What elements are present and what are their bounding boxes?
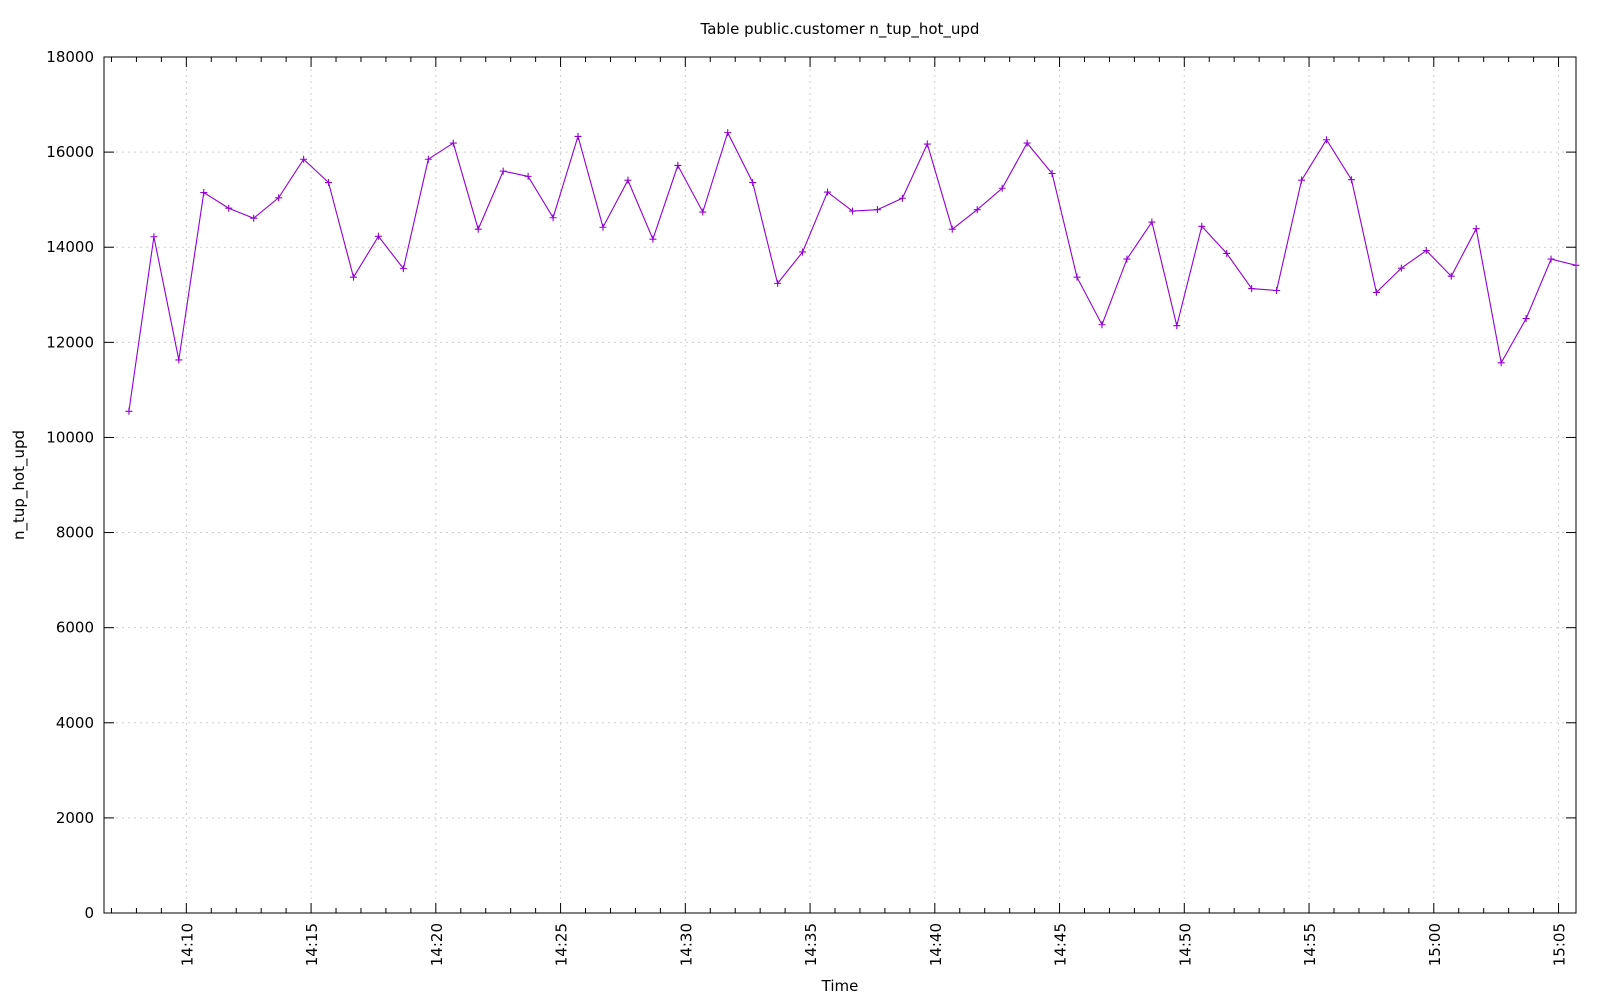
data-point: [649, 235, 657, 243]
data-point: [848, 207, 856, 215]
x-axis: 14:10 14:15 14:20 14:25 14:30 14:35 14:40 14:45…: [110, 57, 1569, 966]
series-plot: [125, 129, 1580, 415]
data-point: [1273, 286, 1281, 294]
data-point: [1497, 359, 1505, 367]
y-tick-label: 12000: [46, 333, 94, 351]
data-point: [275, 194, 283, 202]
data-point: [549, 214, 557, 222]
data-point: [1522, 315, 1530, 323]
chart-title: Table public.customer n_tup_hot_upd: [700, 20, 980, 39]
data-point: [948, 225, 956, 233]
data-point: [799, 248, 807, 256]
data-point: [898, 194, 906, 202]
y-axis: 0 2000 4000 6000 8000 10000 12000 14000 16000 180…: [46, 48, 1576, 922]
data-point: [574, 132, 582, 140]
data-point: [374, 232, 382, 240]
data-point: [873, 206, 881, 214]
x-axis-label: Time: [821, 977, 859, 995]
data-point: [200, 189, 208, 197]
data-point: [1173, 322, 1181, 330]
data-point: [774, 279, 782, 287]
data-point: [1023, 139, 1031, 147]
y-tick-label: 0: [84, 904, 94, 922]
data-point: [175, 356, 183, 364]
data-point: [1123, 255, 1131, 263]
x-tick-label: 14:35: [802, 923, 820, 966]
data-point: [399, 265, 407, 273]
y-tick-label: 10000: [46, 428, 94, 446]
y-tick-label: 2000: [56, 809, 94, 827]
data-point: [749, 179, 757, 187]
y-tick-label: 16000: [46, 143, 94, 161]
x-tick-label: 14:40: [927, 923, 945, 966]
x-tick-label: 14:50: [1176, 923, 1194, 966]
x-tick-label: 14:55: [1301, 923, 1319, 966]
data-point: [724, 129, 732, 137]
y-axis-label: n_tup_hot_upd: [10, 430, 29, 540]
data-point: [474, 225, 482, 233]
data-point: [1572, 261, 1580, 269]
data-point: [1073, 273, 1081, 281]
x-tick-label: 14:45: [1052, 923, 1070, 966]
x-tick-label: 14:10: [178, 923, 196, 966]
grid: [104, 57, 1576, 913]
data-point: [624, 176, 632, 184]
x-tick-label: 14:20: [428, 923, 446, 966]
data-point: [1298, 176, 1306, 184]
data-point: [250, 214, 258, 222]
data-point: [1198, 222, 1206, 230]
data-point: [349, 273, 357, 281]
data-point: [1148, 218, 1156, 226]
x-tick-label: 14:15: [303, 923, 321, 966]
y-tick-label: 14000: [46, 238, 94, 256]
data-point: [424, 155, 432, 163]
data-point: [699, 208, 707, 216]
data-point: [1447, 272, 1455, 280]
series-line: [128, 131, 1577, 412]
data-point: [325, 179, 333, 187]
x-tick-label: 14:30: [677, 923, 695, 966]
data-point: [599, 223, 607, 231]
data-point: [1372, 288, 1380, 296]
data-point: [1347, 176, 1355, 184]
data-point: [1422, 247, 1430, 255]
plot-frame: [103, 56, 1577, 914]
x-tick-label: 14:25: [553, 923, 571, 966]
data-point: [1048, 170, 1056, 178]
data-point: [150, 233, 158, 241]
data-point: [300, 155, 308, 163]
data-point: [973, 206, 981, 214]
data-point: [1323, 136, 1331, 144]
data-point: [1223, 249, 1231, 257]
data-point: [1098, 321, 1106, 329]
data-point: [499, 167, 507, 175]
data-point: [524, 172, 532, 180]
data-point: [824, 188, 832, 196]
data-point: [1397, 264, 1405, 272]
data-point: [225, 204, 233, 212]
x-tick-label: 15:00: [1426, 923, 1444, 966]
data-point: [449, 139, 457, 147]
y-tick-label: 6000: [56, 619, 94, 637]
data-point: [1472, 225, 1480, 233]
data-point: [125, 407, 133, 415]
data-point: [674, 161, 682, 169]
x-tick-label: 15:05: [1551, 923, 1569, 966]
y-tick-label: 18000: [46, 48, 94, 66]
y-tick-label: 8000: [56, 524, 94, 542]
data-point: [1547, 255, 1555, 263]
y-tick-label: 4000: [56, 714, 94, 732]
data-point: [923, 140, 931, 148]
data-point: [1248, 285, 1256, 293]
data-point: [998, 184, 1006, 192]
